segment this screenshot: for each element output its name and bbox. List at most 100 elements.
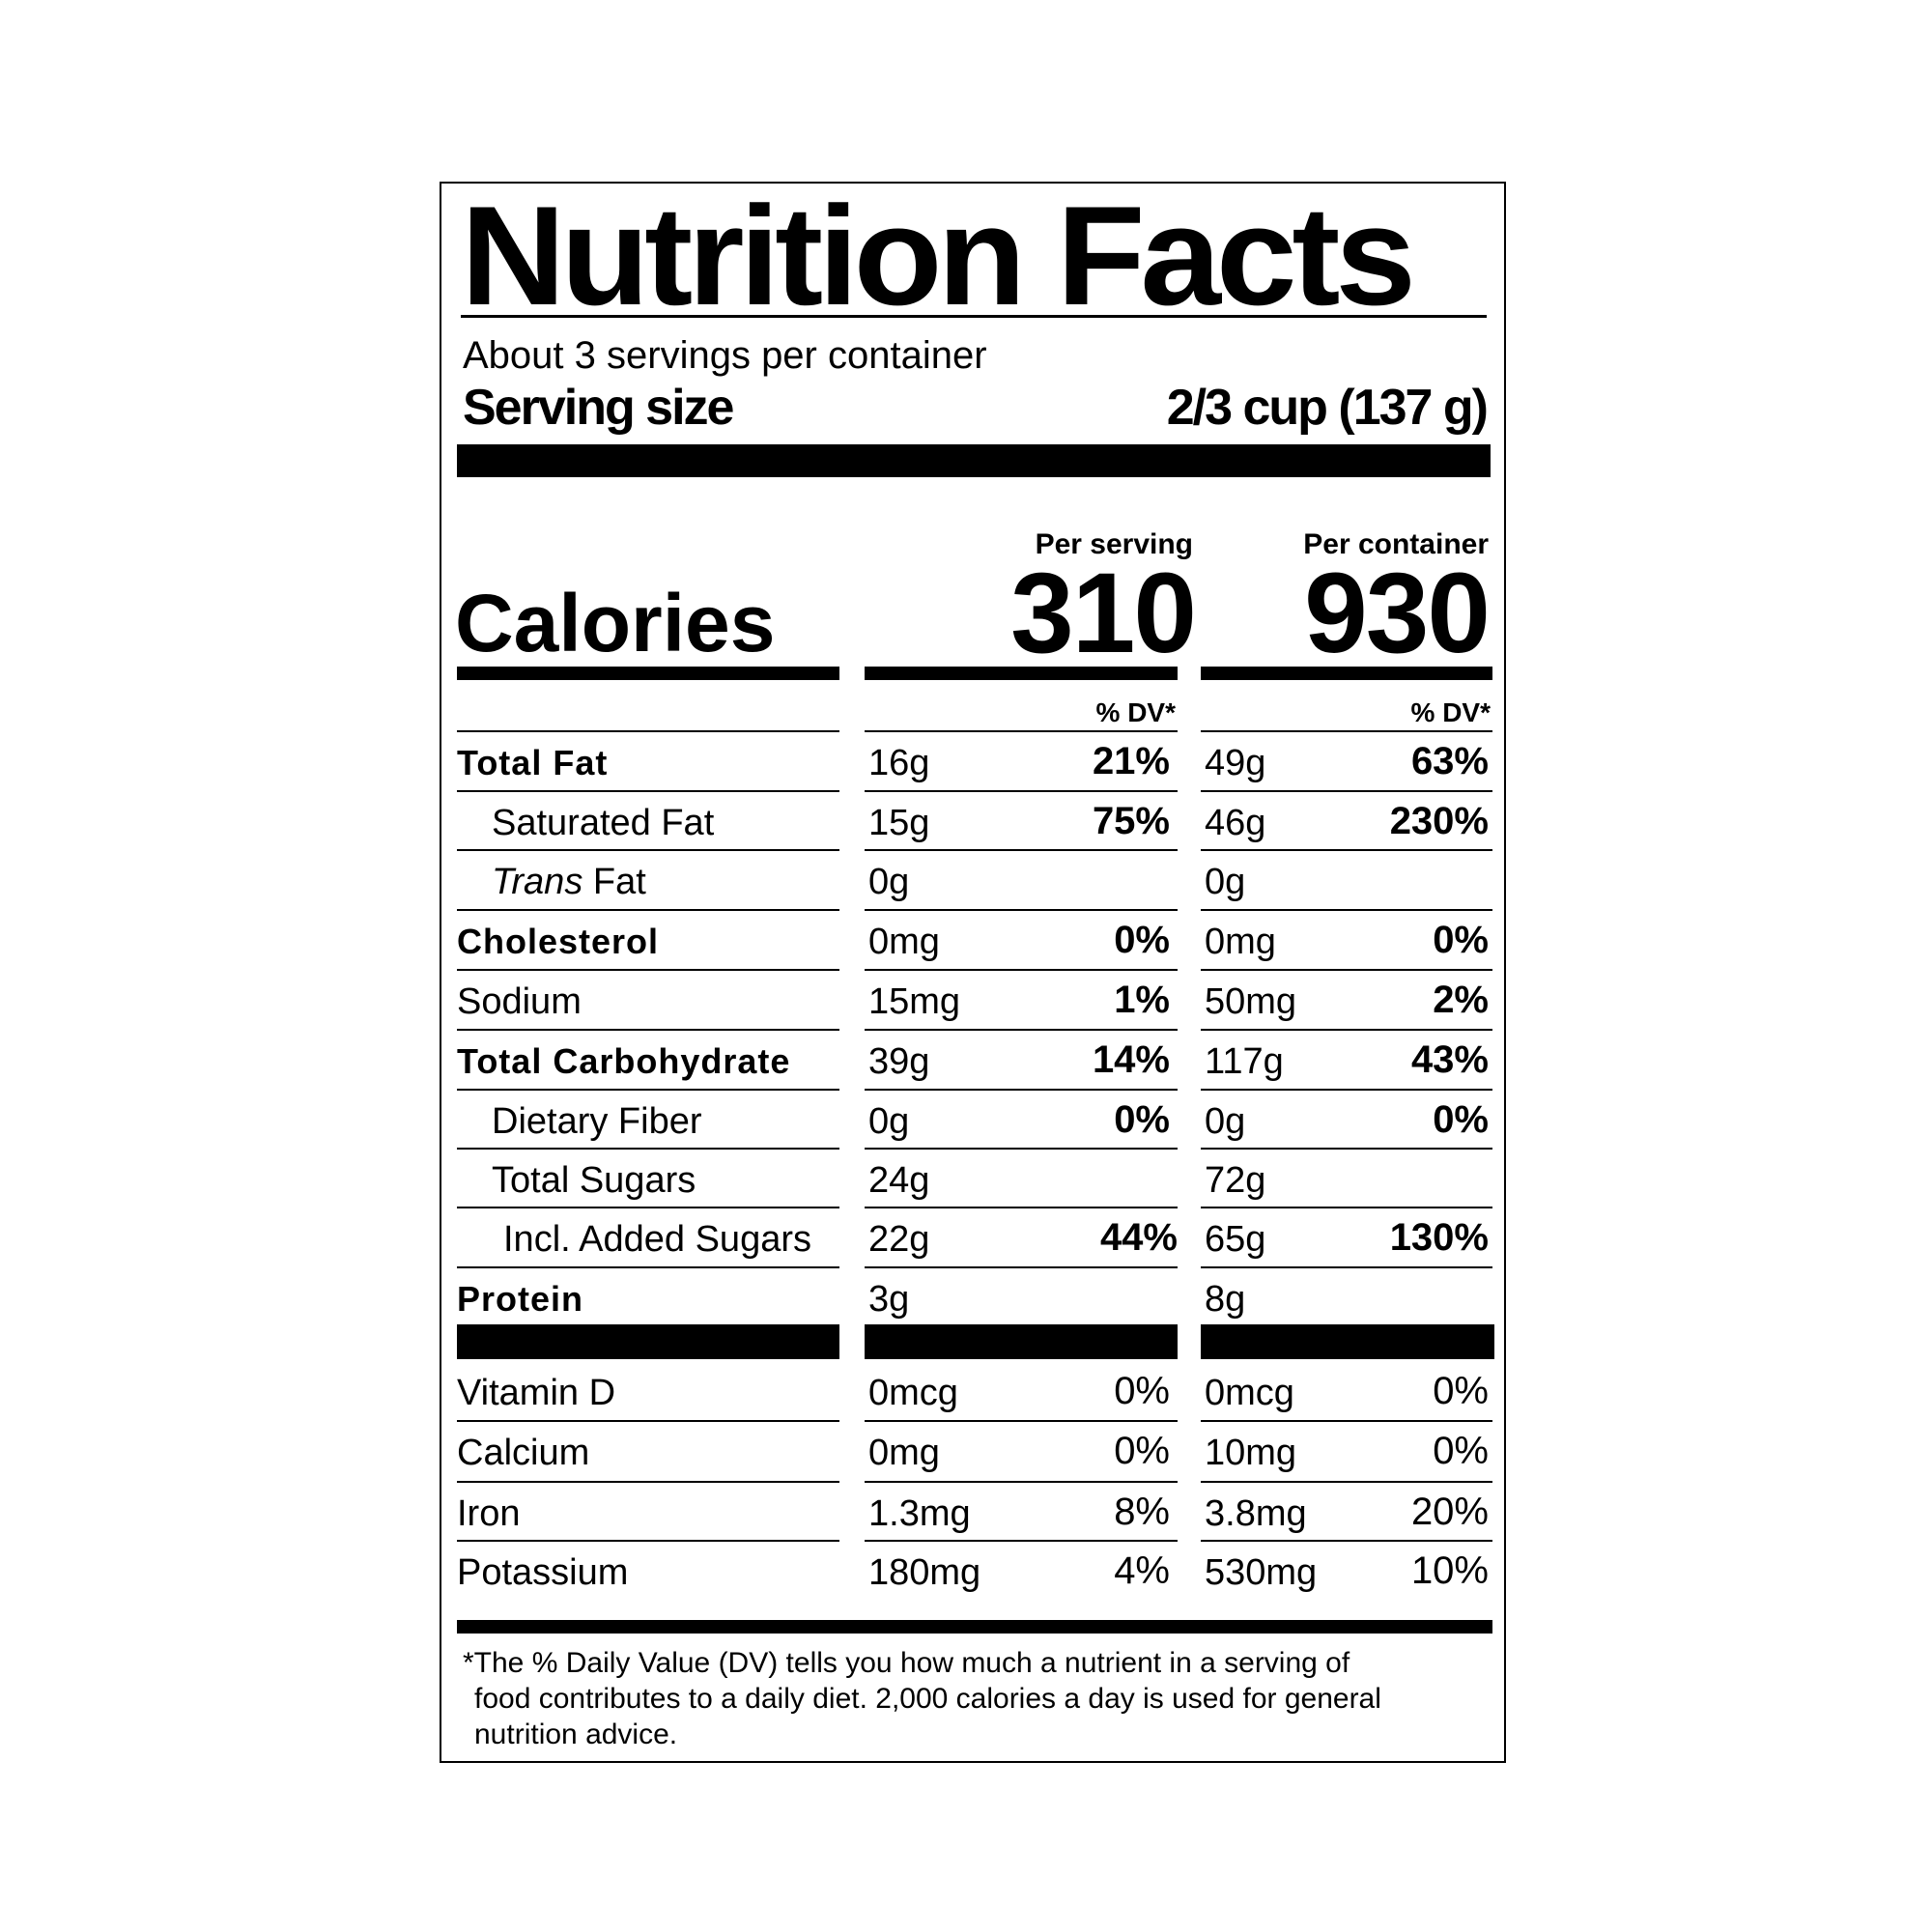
serving-dv: 8% xyxy=(1114,1491,1170,1533)
serving-dv: 21% xyxy=(1092,740,1170,782)
row-divider-name xyxy=(457,1029,839,1031)
row-divider-serving xyxy=(865,909,1178,911)
nutrition-facts-label: Nutrition Facts About 3 servings per con… xyxy=(440,182,1506,1763)
row-divider-serving xyxy=(865,730,1178,732)
nutrient-name: Potassium xyxy=(457,1552,629,1593)
nutrient-name: Total Carbohydrate xyxy=(457,1041,791,1081)
serving-amount: 0g xyxy=(868,1101,910,1142)
container-amount: 8g xyxy=(1205,1279,1246,1320)
container-dv: 0% xyxy=(1433,1430,1489,1472)
row-divider-name xyxy=(457,969,839,971)
nutrient-row: Cholesterol 0mg 0% 0mg 0% xyxy=(441,911,1508,971)
serving-amount: 39g xyxy=(868,1041,930,1082)
row-divider-container xyxy=(1201,1540,1492,1542)
nutrient-name: Dietary Fiber xyxy=(492,1101,702,1142)
nutrient-name: Vitamin D xyxy=(457,1373,616,1413)
nutrient-row: Vitamin D 0mcg 0% 0mcg 0% xyxy=(441,1362,1508,1422)
row-divider-container xyxy=(1201,849,1492,851)
per-serving-header: Per serving xyxy=(1035,528,1193,560)
container-amount: 0g xyxy=(1205,862,1246,902)
row-divider-container xyxy=(1201,1207,1492,1208)
serving-dv: 14% xyxy=(1092,1038,1170,1081)
serving-dv: 0% xyxy=(1114,1098,1170,1141)
container-amount: 3.8mg xyxy=(1205,1493,1307,1534)
row-divider-serving xyxy=(865,1266,1178,1268)
serving-amount: 3g xyxy=(868,1279,910,1320)
nutrient-row: Total Carbohydrate 39g 14% 117g 43% xyxy=(441,1031,1508,1091)
nutrient-name: Calcium xyxy=(457,1433,590,1473)
serving-amount: 0mg xyxy=(868,1433,940,1473)
container-amount: 0g xyxy=(1205,1101,1246,1142)
container-amount: 50mg xyxy=(1205,981,1297,1022)
container-amount: 10mg xyxy=(1205,1433,1297,1473)
nutrient-row: Trans Fat 0g 0g xyxy=(441,851,1508,911)
container-dv: 10% xyxy=(1410,1549,1489,1592)
nutrient-name: Trans Fat xyxy=(492,861,646,903)
row-divider-container xyxy=(1201,909,1492,911)
container-amount: 0mcg xyxy=(1205,1373,1294,1413)
serving-amount: 1.3mg xyxy=(868,1493,971,1534)
serving-dv: 0% xyxy=(1114,919,1170,961)
nutrient-name: Cholesterol xyxy=(457,922,660,961)
row-divider-name xyxy=(457,1540,839,1542)
row-divider-name xyxy=(457,730,839,732)
serving-dv: 1% xyxy=(1114,979,1170,1021)
title-divider xyxy=(461,315,1487,318)
row-divider-serving xyxy=(865,790,1178,792)
calories-divider-serving xyxy=(865,667,1178,680)
nutrient-row: Sodium 15mg 1% 50mg 2% xyxy=(441,971,1508,1031)
container-amount: 46g xyxy=(1205,803,1266,843)
label-title: Nutrition Facts xyxy=(461,177,1416,334)
nutrient-row: Total Fat 16g 21% 49g 63% xyxy=(441,732,1508,792)
serving-amount: 15g xyxy=(868,803,930,843)
serving-dv: 4% xyxy=(1114,1549,1170,1592)
serving-amount: 15mg xyxy=(868,981,961,1022)
nutrient-name: Iron xyxy=(457,1493,521,1534)
row-divider-serving xyxy=(865,1148,1178,1150)
serving-amount: 0mcg xyxy=(868,1373,958,1413)
row-divider-container xyxy=(1201,1089,1492,1091)
nutrient-name: Total Sugars xyxy=(492,1160,696,1201)
container-amount: 72g xyxy=(1205,1160,1266,1201)
serving-amount: 22g xyxy=(868,1219,930,1260)
row-divider-serving xyxy=(865,1481,1178,1483)
footnote-line-2: food contributes to a daily diet. 2,000 … xyxy=(474,1683,1381,1715)
row-divider-name xyxy=(457,909,839,911)
serving-amount: 16g xyxy=(868,743,930,783)
row-divider-container xyxy=(1201,1481,1492,1483)
nutrient-name: Total Fat xyxy=(457,743,609,782)
row-divider-name xyxy=(457,1089,839,1091)
serving-amount: 180mg xyxy=(868,1552,981,1593)
calories-per-container: 930 xyxy=(1304,550,1491,677)
nutrient-row: Potassium 180mg 4% 530mg 10% xyxy=(441,1542,1508,1602)
container-amount: 117g xyxy=(1205,1041,1284,1082)
row-divider-serving xyxy=(865,969,1178,971)
row-divider-container xyxy=(1201,1148,1492,1150)
nutrient-row: Incl. Added Sugars 22g 44% 65g 130% xyxy=(441,1208,1508,1268)
row-divider-container xyxy=(1201,1266,1492,1268)
calories-per-serving: 310 xyxy=(1010,550,1197,677)
container-dv: 0% xyxy=(1433,1370,1489,1412)
container-dv: 0% xyxy=(1433,919,1489,961)
container-dv: 43% xyxy=(1410,1038,1489,1081)
container-dv: 63% xyxy=(1410,740,1489,782)
row-divider-name xyxy=(457,1266,839,1268)
row-divider-serving xyxy=(865,1029,1178,1031)
nutrient-row: Iron 1.3mg 8% 3.8mg 20% xyxy=(441,1483,1508,1543)
row-divider-name xyxy=(457,849,839,851)
row-divider-name xyxy=(457,1207,839,1208)
row-divider-container xyxy=(1201,1029,1492,1031)
vitamin-thick-divider-serving xyxy=(865,1324,1178,1359)
container-amount: 0mg xyxy=(1205,922,1276,962)
footnote-line-1: *The % Daily Value (DV) tells you how mu… xyxy=(463,1647,1350,1679)
serving-dv: 44% xyxy=(1099,1216,1178,1259)
dv-header-serving: % DV* xyxy=(1095,697,1176,727)
serving-dv: 0% xyxy=(1114,1430,1170,1472)
container-amount: 530mg xyxy=(1205,1552,1318,1593)
container-dv: 0% xyxy=(1433,1098,1489,1141)
serving-size-value: 2/3 cup (137 g) xyxy=(1166,380,1489,436)
row-divider-container xyxy=(1201,1420,1492,1422)
nutrient-row: Calcium 0mg 0% 10mg 0% xyxy=(441,1422,1508,1482)
serving-amount: 24g xyxy=(868,1160,930,1201)
container-amount: 49g xyxy=(1205,743,1266,783)
